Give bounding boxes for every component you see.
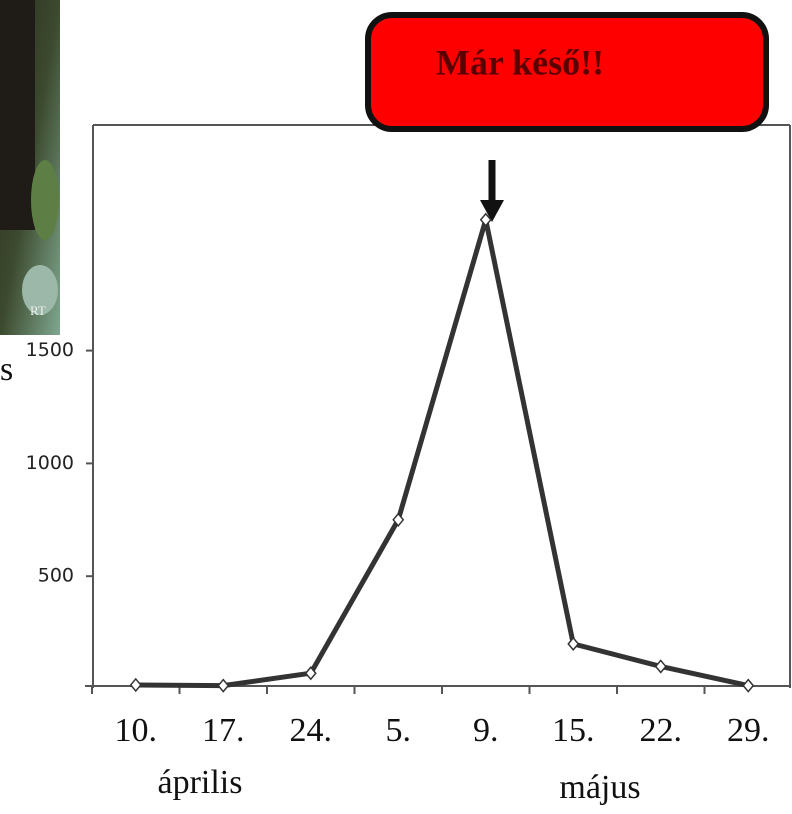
- x-tick-label: 10.: [115, 712, 158, 749]
- marker: [217, 678, 230, 693]
- y-tick-label: 1000: [26, 452, 74, 474]
- line: [135, 217, 749, 689]
- marker: [129, 677, 142, 693]
- x-tick-label: 17.: [202, 712, 245, 749]
- annotation-text: Már késő!!: [436, 42, 604, 82]
- y-tick-label: 1500: [26, 339, 74, 361]
- photo: RT: [0, 0, 60, 335]
- x-tick-label: 15.: [552, 712, 595, 749]
- photo-text: RT: [30, 303, 46, 318]
- x-tick-label: 9.: [473, 712, 499, 749]
- marker: [479, 212, 492, 227]
- marker: [304, 666, 317, 681]
- x-tick-label: 22.: [640, 712, 683, 749]
- plot-frame: [85, 124, 791, 688]
- x-tick-label: 5.: [386, 712, 412, 749]
- x-tick-label: 29.: [727, 712, 770, 749]
- marker: [567, 636, 580, 652]
- marker: [392, 512, 405, 527]
- y-axis-label: s: [0, 351, 13, 388]
- x-group-label: május: [559, 769, 640, 806]
- y-tick-label: 500: [38, 565, 74, 587]
- x-group-label: április: [158, 764, 243, 801]
- marker: [742, 678, 755, 693]
- marker: [654, 659, 667, 674]
- x-tick-label: 24.: [290, 712, 333, 749]
- annotation: Már késő!!: [365, 12, 769, 222]
